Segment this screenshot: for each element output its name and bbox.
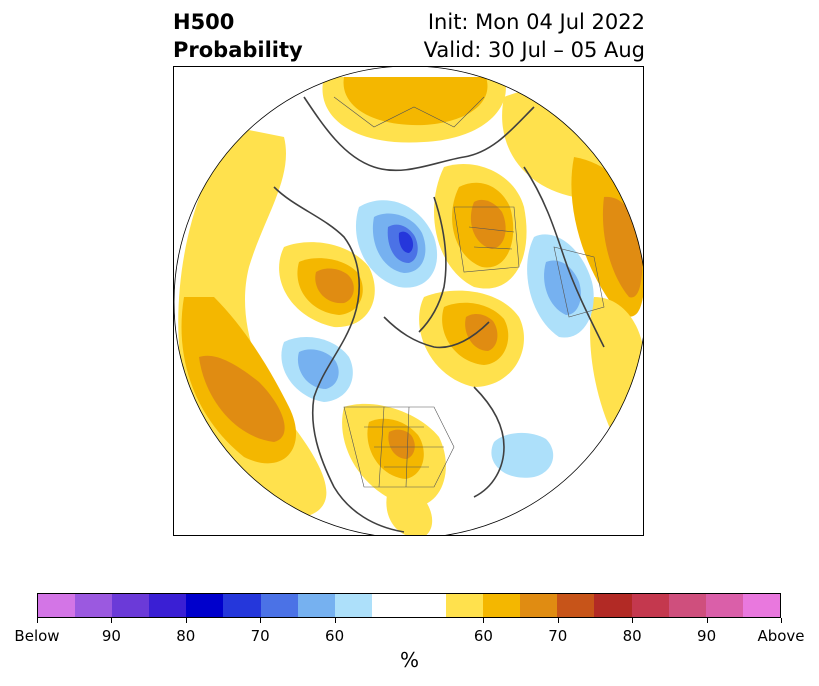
colorbar-segment	[371, 594, 447, 617]
colorbar-tick-label: 80	[176, 627, 196, 645]
colorbar-segment	[594, 594, 632, 617]
colorbar-tick-mark	[185, 618, 187, 623]
colorbar-tick-label: Above	[757, 627, 805, 645]
colorbar-tick-label: 60	[325, 627, 345, 645]
colorbar-segment	[149, 594, 187, 617]
colorbar-tick-label: 60	[473, 627, 493, 645]
colorbar-segment	[297, 594, 335, 617]
colorbar-segment	[668, 594, 706, 617]
colorbar-tick-label: 70	[250, 627, 270, 645]
colorbar-tick-mark	[483, 618, 485, 623]
colorbar-tick-mark	[37, 618, 38, 623]
title-init-date: Init: Mon 04 Jul 2022	[427, 10, 645, 34]
colorbar-segment	[75, 594, 113, 617]
colorbar-tick-label: 70	[548, 627, 568, 645]
colorbar-segment	[38, 594, 76, 617]
colorbar-tick-label: 80	[622, 627, 642, 645]
chart-title-right: Init: Mon 04 Jul 2022 Valid: 30 Jul – 05…	[424, 8, 645, 64]
probability-colorbar	[37, 593, 781, 618]
probability-map	[173, 66, 644, 536]
colorbar-tick-mark	[334, 618, 336, 623]
colorbar-tick-label: Below	[14, 627, 60, 645]
colorbar-segment	[223, 594, 261, 617]
colorbar-segment	[186, 594, 224, 617]
colorbar-unit: %	[399, 648, 419, 672]
colorbar-segment	[446, 594, 484, 617]
colorbar-tick-mark	[260, 618, 262, 623]
colorbar-segment	[483, 594, 521, 617]
colorbar-segment	[112, 594, 150, 617]
chart-title-left: H500 Probability	[173, 8, 303, 64]
colorbar-segment	[705, 594, 743, 617]
map-canvas	[174, 67, 643, 535]
colorbar-segment	[557, 594, 595, 617]
colorbar-segment	[631, 594, 669, 617]
colorbar-segment	[742, 594, 780, 617]
colorbar-segment	[334, 594, 372, 617]
colorbar-tick-mark	[557, 618, 559, 623]
colorbar-tick-mark	[781, 618, 782, 623]
colorbar-tick-mark	[706, 618, 708, 623]
colorbar-segment	[260, 594, 298, 617]
title-product: Probability	[173, 38, 303, 62]
title-variable: H500	[173, 10, 235, 34]
title-valid-range: Valid: 30 Jul – 05 Aug	[423, 38, 645, 62]
colorbar-tick-label: 90	[101, 627, 121, 645]
colorbar-tick-label: 90	[697, 627, 717, 645]
political-borders	[333, 96, 605, 488]
colorbar-tick-mark	[632, 618, 634, 623]
coastlines	[273, 96, 605, 533]
colorbar-segment	[520, 594, 558, 617]
below-normal-regions	[281, 200, 594, 478]
colorbar-tick-mark	[111, 618, 113, 623]
